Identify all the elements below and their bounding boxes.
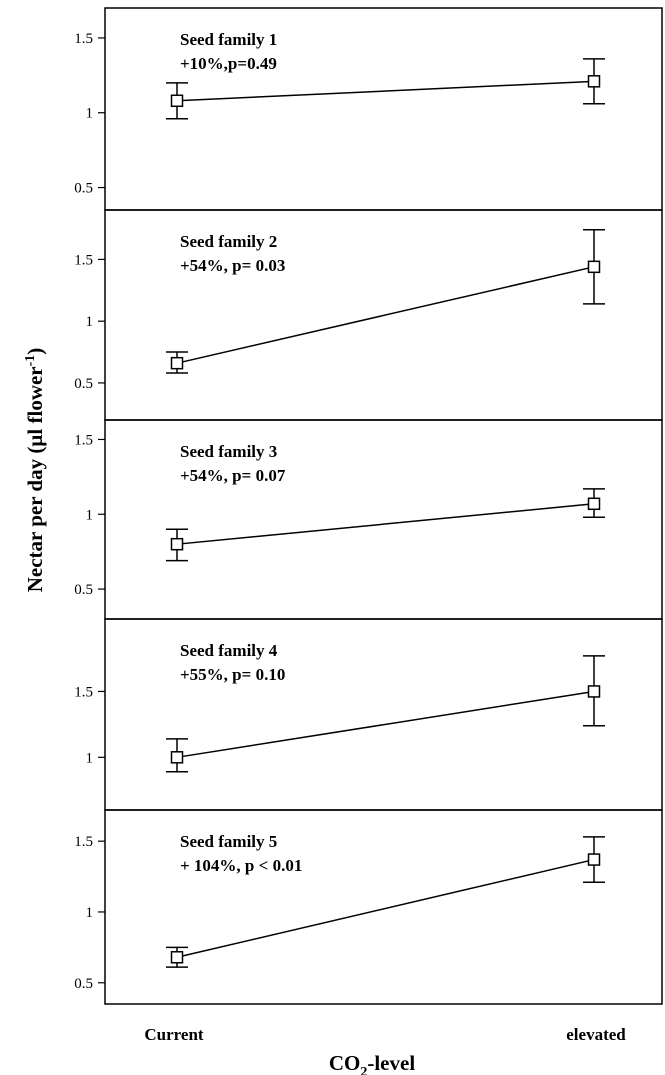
- series-line: [176, 80, 595, 102]
- panel-5: 0.5 1 1.5 Seed family 5 + 104%, p < 0.01: [74, 809, 663, 1005]
- panel-2: 0.5 1 1.5 Seed family 2 +54%, p= 0.03: [74, 209, 663, 421]
- y-tick-label: 0.5: [74, 976, 93, 992]
- chart-panels: 0.5 1 1.5 Seed family 1 +10%,p=0.49 0.5 1 1.5 Se…: [74, 7, 663, 1005]
- panel-annotation-stats: +10%,p=0.49: [180, 54, 277, 73]
- data-point-current: [170, 951, 184, 964]
- y-tick-label: 1: [86, 507, 94, 523]
- y-tick-label: 0.5: [74, 376, 93, 392]
- panel-annotation-stats: +54%, p= 0.03: [180, 256, 285, 275]
- data-point-current: [170, 356, 184, 370]
- y-tick-label: 1.5: [74, 31, 93, 47]
- y-tick-label: 1.5: [74, 432, 93, 448]
- y-tick-label: 1.5: [74, 834, 93, 850]
- panel-annotation-stats: + 104%, p < 0.01: [180, 856, 302, 875]
- data-point-elevated: [587, 853, 601, 866]
- data-point-current: [170, 94, 184, 108]
- x-axis-title: CO2-level: [329, 1051, 415, 1075]
- series-line: [176, 690, 595, 759]
- series-line: [176, 503, 595, 545]
- y-tick-label: 1: [86, 314, 94, 330]
- panel-annotation-stats: +54%, p= 0.07: [180, 466, 286, 485]
- panel-1: 0.5 1 1.5 Seed family 1 +10%,p=0.49: [74, 7, 663, 211]
- x-category-label-elevated: elevated: [566, 1025, 626, 1044]
- panel-annotation-title: Seed family 1: [180, 30, 277, 49]
- panel-4: 1 1.5 Seed family 4 +55%, p= 0.10: [74, 618, 663, 811]
- panel-annotation-title: Seed family 4: [180, 641, 278, 660]
- y-tick-label: 0.5: [74, 582, 93, 598]
- y-tick-label: 1.5: [74, 252, 93, 268]
- series-line: [176, 858, 595, 959]
- y-tick-label: 0.5: [74, 181, 93, 197]
- series-line: [176, 266, 595, 364]
- panel-annotation-stats: +55%, p= 0.10: [180, 665, 285, 684]
- panel-annotation-title: Seed family 2: [180, 232, 277, 251]
- y-tick-label: 1: [86, 905, 94, 921]
- data-point-elevated: [587, 685, 601, 698]
- y-tick-label: 1.5: [74, 684, 93, 700]
- data-point-current: [170, 751, 184, 764]
- x-category-label-current: Current: [144, 1025, 204, 1044]
- data-point-elevated: [587, 260, 601, 274]
- data-point-elevated: [587, 497, 601, 511]
- y-tick-label: 1: [86, 750, 94, 766]
- y-tick-label: 1: [86, 106, 94, 122]
- panel-frame: [104, 809, 663, 1005]
- panel-annotation-title: Seed family 3: [180, 442, 277, 461]
- data-point-current: [170, 537, 184, 551]
- panel-3: 0.5 1 1.5 Seed family 3 +54%, p= 0.07: [74, 419, 663, 620]
- y-axis-title: Nectar per day (µl flower-1): [23, 348, 47, 593]
- panel-annotation-title: Seed family 5: [180, 832, 277, 851]
- data-point-elevated: [587, 75, 601, 88]
